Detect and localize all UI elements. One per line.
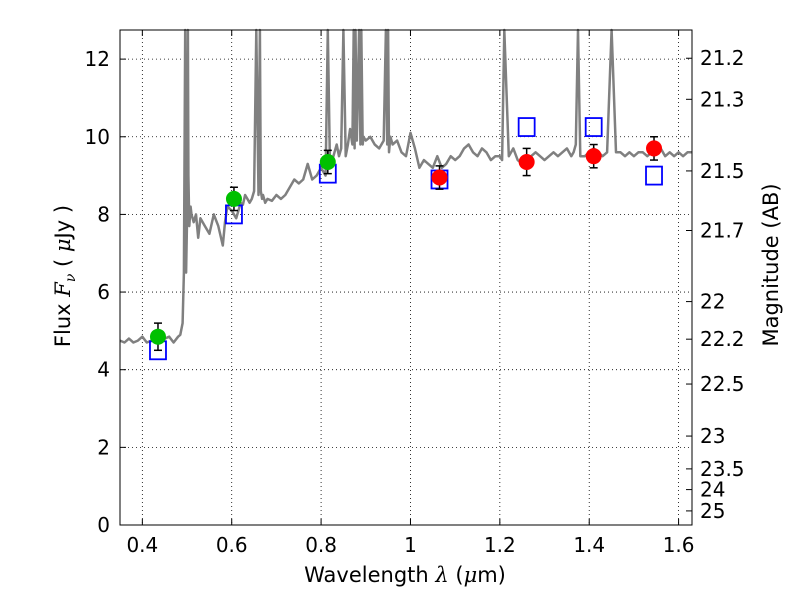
optical-photometry-point bbox=[225, 190, 242, 207]
spectrum-line bbox=[119, 28, 692, 344]
y-axis-label: Flux Fν ( μJy ) bbox=[51, 205, 79, 347]
x-tick-label: 0.6 bbox=[216, 533, 248, 557]
synthetic-photometry-square bbox=[517, 117, 536, 137]
nir-photometry-point bbox=[646, 140, 663, 157]
y2-tick-label: 22 bbox=[700, 290, 725, 314]
plot-frame bbox=[119, 29, 693, 526]
x-tick-label: 1.6 bbox=[663, 533, 695, 557]
y-tick-label: 12 bbox=[85, 47, 110, 71]
synthetic-photometry-square bbox=[645, 165, 663, 186]
x-tick-label: 0.8 bbox=[305, 533, 337, 557]
nir-photometry-point bbox=[518, 154, 535, 170]
spectrum-layer bbox=[119, 28, 692, 344]
optical-photometry-point bbox=[149, 328, 166, 345]
y2-tick-label: 23 bbox=[700, 424, 725, 448]
points-layer bbox=[149, 117, 663, 361]
x-tick-label: 0.4 bbox=[126, 533, 158, 557]
x-tick-label: 1 bbox=[404, 533, 417, 557]
y2-tick-label: 21.3 bbox=[700, 87, 745, 111]
y-tick-label: 2 bbox=[97, 435, 110, 459]
y-tick-label: 4 bbox=[97, 358, 110, 382]
y2-axis-label: Magnitude (AB) bbox=[759, 183, 783, 346]
optical-photometry-point bbox=[319, 154, 336, 170]
y-tick-label: 6 bbox=[97, 280, 110, 304]
y2-tick-label: 22.5 bbox=[700, 372, 745, 396]
y-tick-label: 8 bbox=[97, 202, 110, 226]
synthetic-photometry-square bbox=[584, 117, 603, 137]
grid bbox=[120, 30, 692, 525]
y2-tick-label: 23.5 bbox=[700, 457, 745, 481]
y2-tick-label: 21.7 bbox=[700, 218, 745, 242]
y-tick-label: 0 bbox=[97, 513, 110, 537]
y2-tick-label: 24 bbox=[700, 478, 725, 502]
x-tick-label: 1.2 bbox=[484, 533, 516, 557]
nir-photometry-point bbox=[585, 148, 602, 165]
nir-photometry-point bbox=[431, 169, 448, 186]
y2-tick-label: 21.2 bbox=[700, 46, 745, 70]
x-axis-label: Wavelength λ (μm) bbox=[304, 563, 506, 587]
y2-tick-label: 25 bbox=[700, 499, 725, 523]
y-tick-label: 10 bbox=[85, 125, 110, 149]
y2-tick-label: 21.5 bbox=[700, 159, 745, 183]
y2-tick-label: 22.2 bbox=[700, 327, 745, 351]
x-tick-label: 1.4 bbox=[573, 533, 605, 557]
